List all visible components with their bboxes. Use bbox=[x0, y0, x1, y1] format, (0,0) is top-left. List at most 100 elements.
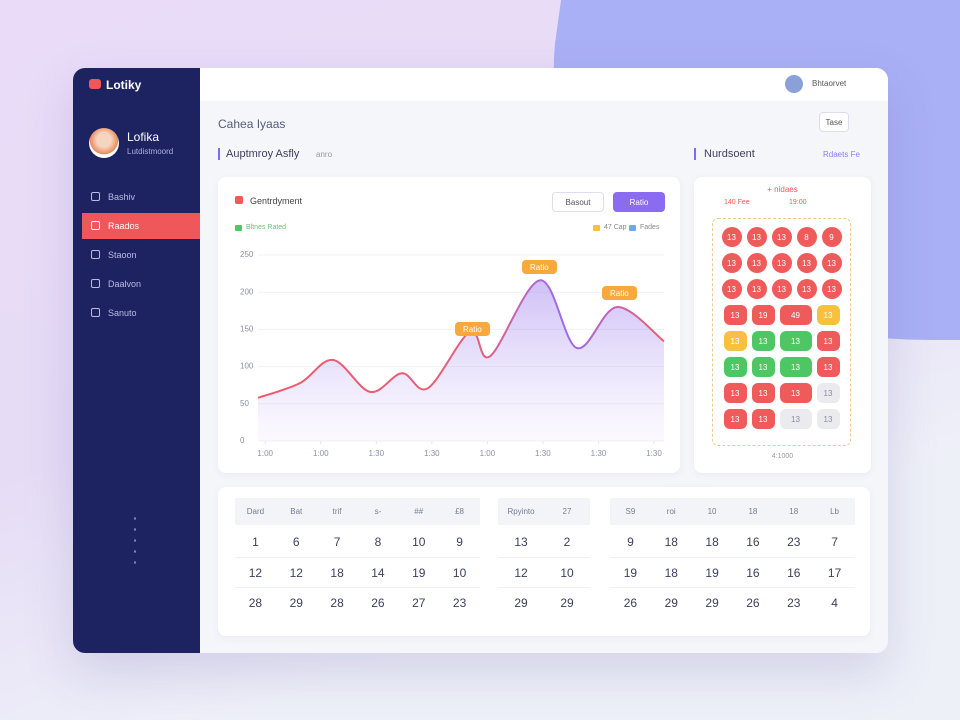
cell[interactable]: 13 bbox=[746, 253, 767, 273]
y-tick-label: 150 bbox=[240, 325, 254, 334]
nav-item[interactable]: Sanuto bbox=[82, 300, 200, 326]
table-cell: 9 bbox=[627, 535, 634, 549]
table-row: 13 2 bbox=[498, 527, 590, 557]
table-cell: 29 bbox=[560, 595, 574, 610]
cell[interactable]: 13 bbox=[723, 331, 747, 351]
cell[interactable]: 13 bbox=[779, 383, 812, 403]
cell[interactable]: 13 bbox=[751, 357, 775, 377]
section-title: Auptmroy Asfly bbox=[226, 148, 300, 160]
chart-title: Gentrdyment bbox=[250, 196, 303, 206]
table-cell: 19 bbox=[705, 565, 719, 580]
nav-icon bbox=[91, 279, 100, 288]
table-cell: 18 bbox=[664, 535, 678, 549]
legend-swatch bbox=[235, 196, 243, 204]
legend-swatch bbox=[593, 224, 600, 231]
legend-item: 47 Cap bbox=[593, 224, 627, 231]
cell[interactable]: 13 bbox=[779, 357, 812, 377]
table-row: 9 18 18 16 23 7 bbox=[610, 527, 855, 557]
nav-item[interactable]: Raados bbox=[82, 213, 200, 239]
legend-item: Bltnes Rated bbox=[235, 224, 286, 231]
cell-row: 13 13 13 13 bbox=[713, 409, 850, 429]
table-row: 19 18 19 16 16 17 bbox=[610, 557, 855, 587]
table-row: 28 29 28 26 27 23 bbox=[235, 587, 480, 617]
table-card: Dard Bat trif s- ## £8 1 6 7 8 10 9 12 12 18 14 19 10 28 29… bbox=[218, 487, 870, 636]
panel-badge: + nidaes bbox=[767, 185, 798, 194]
table-cell: 18 bbox=[330, 565, 344, 580]
panel-title: Nurdsoent bbox=[704, 148, 755, 160]
nav-icon bbox=[91, 221, 100, 230]
table-cell: 9 bbox=[456, 535, 463, 549]
cell[interactable]: 13 bbox=[723, 409, 747, 429]
table-cell: 16 bbox=[787, 565, 801, 580]
cell[interactable]: 13 bbox=[751, 409, 775, 429]
table-cell: 8 bbox=[374, 535, 382, 549]
nav-item[interactable]: Staoon bbox=[82, 242, 200, 268]
table-cell: 7 bbox=[831, 535, 838, 549]
button[interactable]: Basout bbox=[552, 192, 604, 212]
table-cell: 27 bbox=[412, 595, 426, 610]
cell[interactable]: 13 bbox=[771, 253, 792, 273]
cell[interactable]: 13 bbox=[816, 409, 840, 429]
cell[interactable]: 13 bbox=[796, 279, 817, 299]
cell[interactable]: 9 bbox=[821, 227, 842, 247]
table-cell: 26 bbox=[623, 595, 638, 610]
cell[interactable]: 13 bbox=[779, 409, 812, 429]
header-cell: S9 bbox=[625, 507, 636, 516]
cell[interactable]: 13 bbox=[721, 253, 742, 273]
cell[interactable]: 13 bbox=[771, 227, 792, 247]
cell[interactable]: 13 bbox=[746, 227, 767, 247]
header-cell: s- bbox=[374, 507, 382, 516]
nav-item[interactable]: Bashiv bbox=[82, 184, 200, 210]
cell[interactable]: 13 bbox=[723, 305, 747, 325]
cell[interactable]: 13 bbox=[816, 357, 840, 377]
cell[interactable]: 13 bbox=[746, 279, 767, 299]
legend-swatch bbox=[235, 224, 242, 231]
cell[interactable]: 13 bbox=[723, 383, 747, 403]
table-cell: 23 bbox=[787, 535, 801, 549]
header-cell: 18 bbox=[789, 507, 799, 516]
cell[interactable]: 13 bbox=[771, 279, 792, 299]
brand: Lotiky bbox=[106, 78, 142, 92]
cell[interactable]: 13 bbox=[721, 279, 742, 299]
cell[interactable]: 13 bbox=[816, 305, 840, 325]
topbar: Bhtaorvet bbox=[200, 68, 888, 101]
nav-item[interactable]: Daalvon bbox=[82, 271, 200, 297]
cell-row: 13 19 49 13 bbox=[713, 305, 850, 325]
nav-label: Staoon bbox=[108, 250, 137, 260]
button[interactable]: Tase bbox=[819, 112, 849, 132]
table-cell: 2 bbox=[563, 535, 571, 549]
table-header: S9 roi 10 18 18 Lb bbox=[610, 498, 855, 525]
cell[interactable]: 13 bbox=[796, 253, 817, 273]
table-cell: 13 bbox=[514, 535, 528, 549]
table-cell: 28 bbox=[248, 595, 263, 610]
table-row: 12 12 18 14 19 10 bbox=[235, 557, 480, 587]
y-tick-label: 200 bbox=[240, 287, 254, 296]
cell[interactable]: 13 bbox=[816, 331, 840, 351]
table-cell: 4 bbox=[831, 595, 838, 610]
table-cell: 19 bbox=[623, 565, 638, 580]
cell[interactable]: 13 bbox=[821, 279, 842, 299]
sidebar: Lotiky Lofika Lutdistmoord Bashiv Raados S… bbox=[73, 68, 200, 653]
cell[interactable]: 19 bbox=[751, 305, 775, 325]
cell[interactable]: 13 bbox=[821, 253, 842, 273]
cell[interactable]: 13 bbox=[723, 357, 747, 377]
table-row: 26 29 29 26 23 4 bbox=[610, 587, 855, 617]
profile-name: Lofika bbox=[127, 130, 160, 144]
header-cell: ## bbox=[414, 507, 424, 516]
table-cell: 17 bbox=[827, 565, 842, 580]
cell[interactable]: 13 bbox=[721, 227, 742, 247]
table-cell: 29 bbox=[514, 595, 528, 610]
cell[interactable]: 49 bbox=[779, 305, 812, 325]
button[interactable]: Ratio bbox=[613, 192, 665, 212]
table-header: Rpyinto 27 bbox=[498, 498, 590, 525]
annotation: Ratio bbox=[602, 286, 637, 300]
cell[interactable]: 8 bbox=[796, 227, 817, 247]
cell[interactable]: 13 bbox=[751, 383, 775, 403]
cell[interactable]: 13 bbox=[779, 331, 812, 351]
cell[interactable]: 13 bbox=[816, 383, 840, 403]
y-tick-label: 250 bbox=[240, 250, 254, 259]
header-cell: roi bbox=[666, 507, 676, 516]
cell[interactable]: 13 bbox=[751, 331, 775, 351]
nav-icon bbox=[91, 192, 100, 201]
table-cell: 26 bbox=[746, 595, 760, 610]
